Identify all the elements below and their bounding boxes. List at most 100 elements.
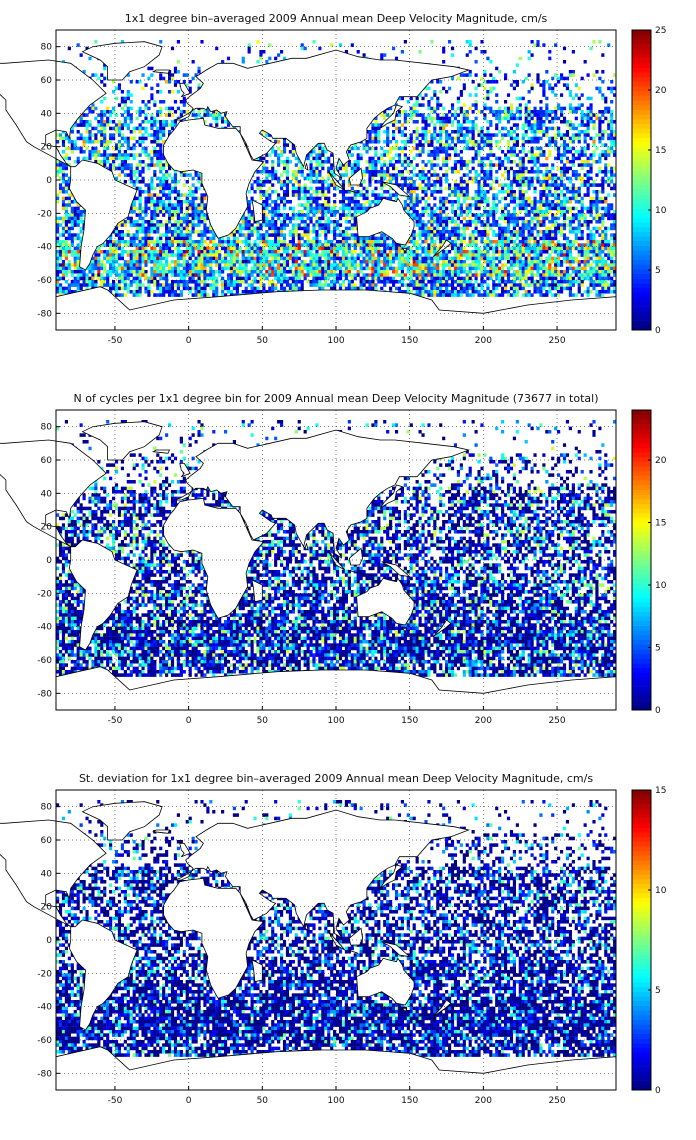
data-cell xyxy=(518,210,522,214)
data-cell xyxy=(312,166,316,171)
data-cell xyxy=(315,230,319,234)
data-cell xyxy=(123,103,127,107)
data-cell xyxy=(114,143,119,147)
data-cell xyxy=(153,200,157,204)
data-cell xyxy=(565,186,570,191)
data-cell xyxy=(285,186,290,191)
data-cell xyxy=(215,116,219,121)
data-cell xyxy=(412,140,416,144)
data-cell xyxy=(495,163,499,167)
data-cell xyxy=(365,186,369,191)
data-cell xyxy=(486,203,490,207)
data-cell xyxy=(539,113,543,117)
data-cell xyxy=(409,213,413,217)
data-cell xyxy=(560,193,564,197)
data-cell xyxy=(436,133,440,137)
data-cell xyxy=(456,100,460,104)
data-cell xyxy=(141,133,145,137)
data-cell xyxy=(156,160,160,164)
data-cell xyxy=(403,206,407,211)
data-cell xyxy=(383,160,387,164)
data-cell xyxy=(61,140,66,144)
data-cell xyxy=(138,170,142,174)
data-cell xyxy=(114,86,119,91)
data-cell xyxy=(480,213,484,217)
data-cell xyxy=(135,230,139,234)
data-cell xyxy=(397,170,402,174)
data-cell xyxy=(471,146,475,151)
data-cell xyxy=(445,226,449,231)
data-cell xyxy=(592,203,596,207)
data-cell xyxy=(159,196,163,201)
data-cell xyxy=(545,143,549,147)
data-cell xyxy=(321,230,325,234)
data-cell xyxy=(480,40,484,44)
data-cell xyxy=(533,43,537,47)
data-cell xyxy=(542,216,546,221)
data-cell xyxy=(433,156,437,161)
data-cell xyxy=(291,193,295,197)
data-cell xyxy=(365,196,369,201)
data-cell xyxy=(300,203,304,207)
data-cell xyxy=(203,226,207,231)
data-cell xyxy=(506,140,511,144)
data-cell xyxy=(412,203,416,207)
data-cell xyxy=(415,96,419,101)
data-cell xyxy=(153,146,157,151)
data-cell xyxy=(468,130,472,134)
data-cell xyxy=(562,170,567,174)
data-cell xyxy=(159,153,163,157)
data-cell xyxy=(126,136,130,141)
data-cell xyxy=(188,230,192,234)
data-cell xyxy=(459,210,463,214)
data-cell xyxy=(515,153,519,157)
data-cell xyxy=(156,183,160,187)
data-cell xyxy=(215,120,219,124)
data-cell xyxy=(103,83,107,87)
data-cell xyxy=(392,163,396,167)
data-cell xyxy=(144,190,148,194)
data-cell xyxy=(153,173,157,177)
data-cell xyxy=(271,176,275,181)
data-cell xyxy=(56,173,60,177)
data-cell xyxy=(421,226,425,231)
data-cell xyxy=(141,190,145,194)
data-cell xyxy=(574,93,578,97)
data-cell xyxy=(524,103,528,107)
data-cell xyxy=(574,216,578,221)
data-cell xyxy=(604,106,608,111)
data-cell xyxy=(554,193,558,197)
data-cell xyxy=(524,170,528,174)
data-cell xyxy=(595,173,599,177)
data-cell xyxy=(306,190,310,194)
data-cell xyxy=(185,173,189,177)
data-cell xyxy=(486,220,490,224)
data-cell xyxy=(185,83,189,87)
data-cell xyxy=(132,153,136,157)
data-cell xyxy=(580,146,584,151)
data-cell xyxy=(548,150,552,154)
data-cell xyxy=(129,210,133,214)
data-cell xyxy=(427,123,431,127)
data-cell xyxy=(176,223,180,227)
data-cell xyxy=(300,173,304,177)
data-cell xyxy=(256,170,260,174)
data-cell xyxy=(445,186,449,191)
data-cell xyxy=(173,180,178,184)
data-cell xyxy=(580,180,584,184)
data-cell xyxy=(607,120,611,124)
data-cell xyxy=(114,113,119,117)
data-cell xyxy=(165,176,169,181)
data-cell xyxy=(159,223,163,227)
data-cell xyxy=(560,120,564,124)
data-cell xyxy=(82,143,86,147)
data-cell xyxy=(545,80,549,84)
data-cell xyxy=(509,153,514,157)
data-cell xyxy=(577,163,581,167)
data-cell xyxy=(324,206,328,211)
data-cell xyxy=(224,116,228,121)
data-cell xyxy=(176,196,180,201)
data-cell xyxy=(583,116,587,121)
data-cell xyxy=(394,146,399,151)
data-cell xyxy=(79,220,83,224)
